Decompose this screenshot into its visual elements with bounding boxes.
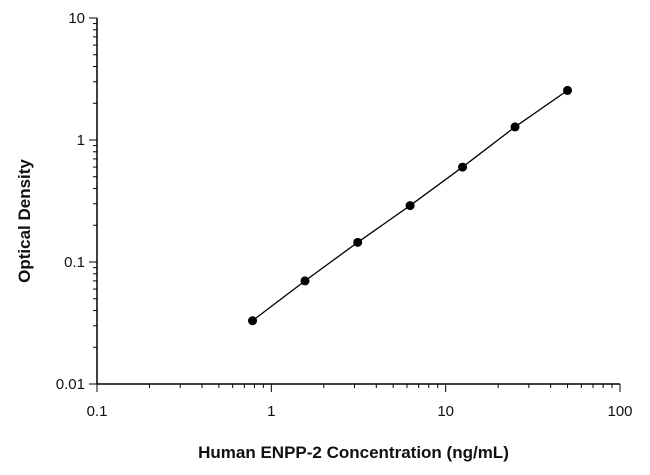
x-axis-title: Human ENPP-2 Concentration (ng/mL) (198, 443, 509, 462)
x-tick-label: 1 (267, 403, 275, 420)
plot-area (248, 85, 573, 326)
y-tick-label: 0.01 (56, 376, 85, 393)
y-tick-label: 10 (68, 10, 85, 27)
data-point (248, 316, 258, 326)
data-point (458, 162, 468, 172)
tick-marks (89, 17, 621, 392)
x-tick-label: 0.1 (87, 403, 108, 420)
axes (96, 18, 620, 385)
data-point (563, 85, 573, 95)
data-point (510, 122, 520, 132)
x-tick-label: 100 (607, 403, 632, 420)
data-point (300, 276, 310, 286)
data-point (353, 237, 363, 247)
y-tick-label: 1 (77, 132, 85, 149)
data-point (405, 201, 415, 211)
y-axis-title: Optical Density (15, 159, 34, 283)
y-tick-label: 0.1 (64, 254, 85, 271)
x-tick-label: 10 (437, 403, 454, 420)
